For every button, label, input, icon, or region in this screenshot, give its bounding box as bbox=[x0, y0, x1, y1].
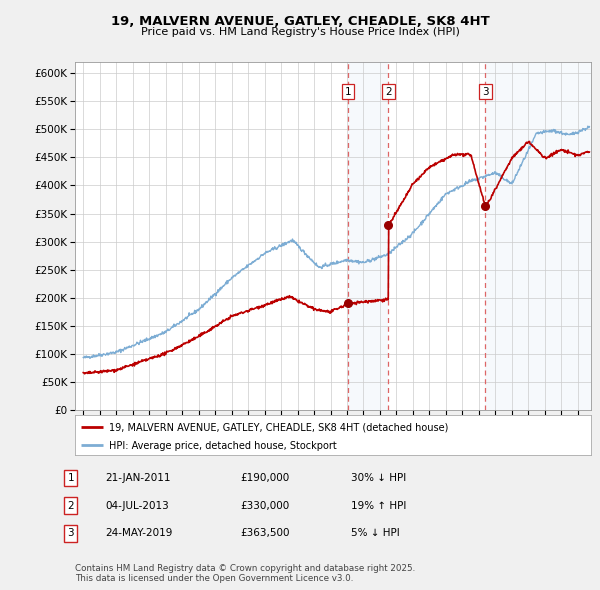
Text: 3: 3 bbox=[67, 529, 74, 538]
Bar bbox=[485, 62, 591, 410]
Text: Contains HM Land Registry data © Crown copyright and database right 2025.
This d: Contains HM Land Registry data © Crown c… bbox=[75, 563, 415, 583]
Text: 04-JUL-2013: 04-JUL-2013 bbox=[105, 501, 169, 510]
Text: 30% ↓ HPI: 30% ↓ HPI bbox=[351, 473, 406, 483]
Text: 3: 3 bbox=[482, 87, 488, 97]
Text: £330,000: £330,000 bbox=[240, 501, 289, 510]
Text: 1: 1 bbox=[344, 87, 351, 97]
Text: 21-JAN-2011: 21-JAN-2011 bbox=[105, 473, 170, 483]
Text: £190,000: £190,000 bbox=[240, 473, 289, 483]
Text: £363,500: £363,500 bbox=[240, 529, 290, 538]
Text: Price paid vs. HM Land Registry's House Price Index (HPI): Price paid vs. HM Land Registry's House … bbox=[140, 27, 460, 37]
Bar bbox=[348, 62, 388, 410]
Text: 24-MAY-2019: 24-MAY-2019 bbox=[105, 529, 172, 538]
Text: 1: 1 bbox=[67, 473, 74, 483]
Text: 5% ↓ HPI: 5% ↓ HPI bbox=[351, 529, 400, 538]
Text: 2: 2 bbox=[67, 501, 74, 510]
Text: HPI: Average price, detached house, Stockport: HPI: Average price, detached house, Stoc… bbox=[109, 441, 336, 451]
Text: 19, MALVERN AVENUE, GATLEY, CHEADLE, SK8 4HT: 19, MALVERN AVENUE, GATLEY, CHEADLE, SK8… bbox=[110, 15, 490, 28]
Text: 2: 2 bbox=[385, 87, 392, 97]
Text: 19% ↑ HPI: 19% ↑ HPI bbox=[351, 501, 406, 510]
Text: 19, MALVERN AVENUE, GATLEY, CHEADLE, SK8 4HT (detached house): 19, MALVERN AVENUE, GATLEY, CHEADLE, SK8… bbox=[109, 422, 448, 432]
